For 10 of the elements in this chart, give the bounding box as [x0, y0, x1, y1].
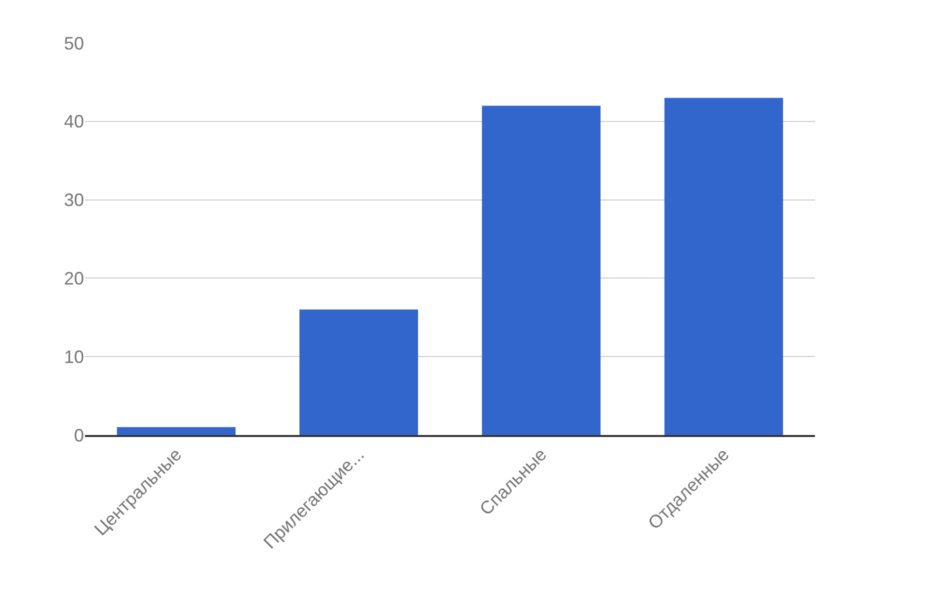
- y-tick-label: 20: [64, 268, 84, 288]
- y-tick-label: 0: [74, 425, 84, 446]
- bar: [299, 310, 418, 435]
- bar: [482, 106, 601, 435]
- bar: [664, 98, 784, 435]
- y-tick-label: 30: [64, 190, 84, 210]
- bar: [116, 427, 236, 435]
- y-tick-label: 50: [64, 33, 84, 54]
- y-tick-label: 10: [64, 346, 84, 367]
- y-tick-label: 40: [64, 112, 84, 132]
